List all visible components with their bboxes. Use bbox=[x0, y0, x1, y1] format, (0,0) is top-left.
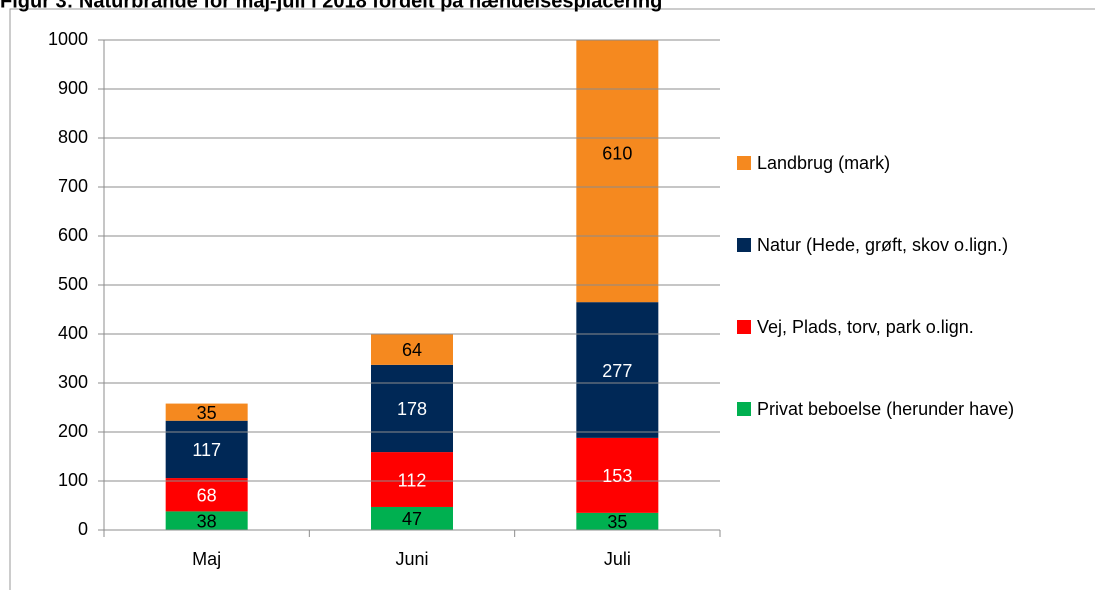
y-tick-label: 100 bbox=[58, 470, 88, 490]
legend-item: Landbrug (mark) bbox=[737, 150, 1077, 232]
legend-label: Vej, Plads, torv, park o.lign. bbox=[757, 317, 974, 337]
bar-segment bbox=[165, 403, 248, 421]
data-label: 35 bbox=[197, 403, 217, 423]
bar-segment bbox=[576, 302, 659, 438]
data-label: 117 bbox=[192, 440, 221, 460]
y-tick-label: 900 bbox=[58, 78, 88, 98]
plot-area bbox=[165, 40, 659, 530]
legend-label: Landbrug (mark) bbox=[757, 153, 891, 173]
x-tick-label: Maj bbox=[192, 549, 221, 569]
y-tick-label: 300 bbox=[58, 372, 88, 392]
chart-title: Figur 3: Naturbrande for maj-juli i 2018… bbox=[0, 0, 662, 12]
bar-segment bbox=[576, 40, 659, 303]
y-tick-label: 600 bbox=[58, 225, 88, 245]
data-label: 610 bbox=[602, 143, 632, 163]
y-tick-label: 400 bbox=[58, 323, 88, 343]
y-tick-label: 700 bbox=[58, 176, 88, 196]
bar-segment bbox=[576, 512, 659, 530]
bar-segment bbox=[576, 437, 659, 513]
legend-label: Privat beboelse (herunder have) bbox=[757, 399, 1015, 419]
bar-segment bbox=[371, 364, 453, 453]
bar-segment bbox=[165, 420, 248, 479]
bar-segment bbox=[371, 506, 453, 530]
y-tick-label: 200 bbox=[58, 421, 88, 441]
legend-label: Natur (Hede, grøft, skov o.lign.) bbox=[757, 235, 1009, 255]
legend-swatch bbox=[737, 320, 751, 334]
data-label: 35 bbox=[607, 512, 627, 532]
y-tick-label: 0 bbox=[78, 519, 88, 539]
data-label: 178 bbox=[397, 399, 427, 419]
data-label: 153 bbox=[602, 466, 632, 486]
data-label: 38 bbox=[197, 511, 217, 531]
bar-segment bbox=[165, 511, 248, 530]
data-label: 68 bbox=[197, 485, 217, 505]
x-tick-label: Juli bbox=[604, 549, 631, 569]
data-label: 112 bbox=[398, 470, 427, 490]
x-tick-label: Juni bbox=[395, 549, 428, 569]
bar-segment bbox=[371, 452, 453, 507]
y-tick-label: 800 bbox=[58, 127, 88, 147]
data-label: 277 bbox=[602, 361, 632, 381]
legend-item: Privat beboelse (herunder have) bbox=[737, 396, 1077, 478]
legend-swatch bbox=[737, 402, 751, 416]
y-tick-label: 500 bbox=[58, 274, 88, 294]
legend-swatch bbox=[737, 238, 751, 252]
bar-segment bbox=[165, 478, 248, 512]
y-tick-label: 1000 bbox=[48, 29, 88, 49]
data-label: 47 bbox=[402, 509, 422, 529]
legend-swatch bbox=[737, 156, 751, 170]
frame bbox=[9, 8, 1095, 590]
legend-item: Vej, Plads, torv, park o.lign. bbox=[737, 314, 1077, 396]
legend: Landbrug (mark) Natur (Hede, grøft, skov … bbox=[737, 150, 1077, 478]
bar-segment bbox=[371, 333, 453, 365]
data-label: 64 bbox=[402, 340, 422, 360]
legend-item: Natur (Hede, grøft, skov o.lign.) bbox=[737, 232, 1077, 314]
